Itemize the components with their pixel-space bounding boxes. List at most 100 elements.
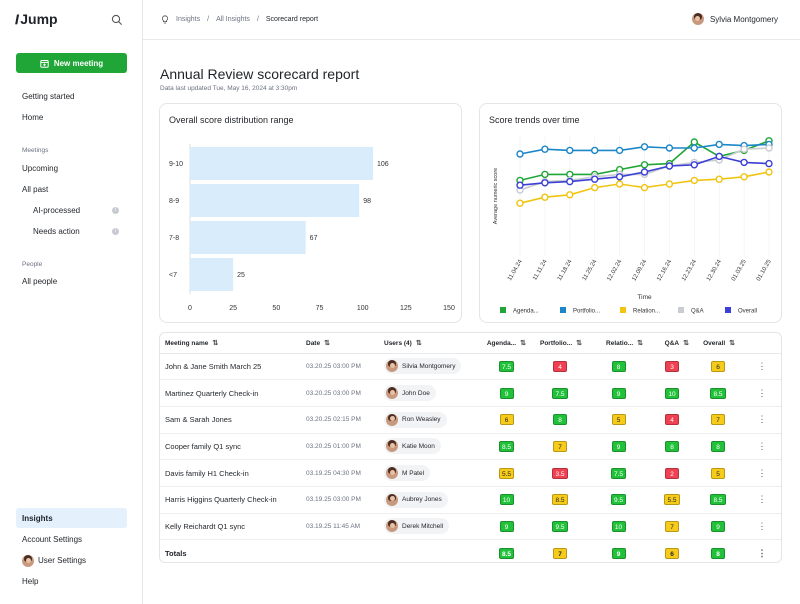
- column-header[interactable]: Q&A ⇅: [649, 333, 695, 354]
- bar-8-9: [190, 184, 360, 217]
- meeting-name[interactable]: Sam & Sarah Jones: [160, 406, 301, 434]
- column-header[interactable]: Relatio... ⇅: [588, 333, 649, 354]
- meeting-date: 03.19.25 04:30 PM: [301, 459, 379, 487]
- data-point: [665, 144, 674, 152]
- meeting-name[interactable]: Martinez Quarterly Check-in: [160, 379, 301, 407]
- score-cell: 10: [481, 486, 532, 514]
- column-header[interactable]: Portfolio... ⇅: [532, 333, 588, 354]
- sort-icon[interactable]: ⇅: [520, 339, 526, 347]
- meeting-name[interactable]: John & Jane Smith March 25: [160, 353, 301, 381]
- score-badge: 6: [665, 547, 679, 559]
- table-row[interactable]: Kelly Reichardt Q1 sync 03.19.25 11:45 AM…: [160, 513, 781, 541]
- score-badge: 2: [665, 467, 679, 479]
- data-point: [640, 168, 649, 176]
- logo[interactable]: // Jump: [15, 11, 58, 27]
- table-row[interactable]: Cooper family Q1 sync 03.20.25 01:00 PM Ka…: [160, 433, 781, 461]
- user-chip[interactable]: Ron Weasley: [384, 411, 447, 428]
- x-tick-label: 50: [272, 305, 280, 312]
- sort-icon[interactable]: ⇅: [637, 339, 643, 347]
- user-chip[interactable]: Derek Mitchell: [384, 518, 450, 535]
- nav-upcoming[interactable]: Upcoming: [22, 164, 59, 173]
- more-options-icon[interactable]: ⋮: [757, 547, 767, 558]
- sort-icon[interactable]: ⇅: [415, 339, 422, 347]
- breadcrumb-insights[interactable]: Insights: [176, 16, 201, 23]
- breadcrumb-current: Scorecard report: [265, 16, 319, 23]
- score-distribution-chart: 9-10 106 8-9 98 7-8 67 <7 25 0 25 50 75 100 125 150: [169, 144, 455, 312]
- breadcrumb-all-insights[interactable]: All Insights: [216, 16, 250, 23]
- score-cell: 9: [695, 513, 741, 541]
- table-row[interactable]: Martinez Quarterly Check-in 03.20.25 03:0…: [160, 379, 781, 407]
- sort-icon[interactable]: ⇅: [576, 339, 582, 347]
- data-point: [615, 180, 624, 188]
- chart-title: Score trends over time: [489, 115, 580, 125]
- user-chip[interactable]: John Doe: [384, 385, 436, 402]
- nav-ai-processed[interactable]: AI-processed: [33, 206, 81, 215]
- more-options-icon[interactable]: ⋮: [741, 353, 781, 381]
- score-cell: 9: [481, 379, 532, 407]
- score-cell: 9: [588, 433, 649, 461]
- sort-icon[interactable]: ⇅: [324, 339, 330, 347]
- nav-insights[interactable]: Insights: [22, 514, 53, 523]
- table-row[interactable]: John & Jane Smith March 25 03.20.25 03:00…: [160, 353, 781, 381]
- user-menu[interactable]: Sylvia Montgomery: [691, 13, 778, 25]
- more-options-icon[interactable]: ⋮: [741, 379, 781, 407]
- data-point: [566, 177, 574, 186]
- score-badge: 6: [711, 360, 725, 372]
- nav-getting-started[interactable]: Getting started: [22, 92, 75, 101]
- data-point: [765, 159, 773, 168]
- meetings-section-label: Meetings: [22, 147, 49, 154]
- user-cell: John Doe: [379, 379, 481, 407]
- meeting-name[interactable]: Davis family H1 Check-in: [160, 459, 301, 487]
- user-chip[interactable]: M Patel: [384, 465, 431, 482]
- column-header[interactable]: Overall ⇅: [695, 333, 741, 354]
- more-options-icon[interactable]: ⋮: [741, 486, 781, 514]
- user-chip[interactable]: Aubrey Jones: [384, 491, 448, 508]
- meeting-name[interactable]: Harris Higgins Quarterly Check-in: [160, 486, 301, 514]
- sort-icon[interactable]: ⇅: [212, 339, 219, 347]
- user-name: Sylvia Montgomery: [709, 14, 778, 24]
- nav-home[interactable]: Home: [22, 113, 44, 122]
- x-tick-label: 25: [229, 305, 237, 312]
- table-row[interactable]: Harris Higgins Quarterly Check-in 03.19.2…: [160, 486, 781, 514]
- user-chip[interactable]: Silvia Montgomery: [384, 358, 462, 375]
- nav-all-past[interactable]: All past: [22, 185, 49, 194]
- column-header[interactable]: Date ⇅: [301, 333, 379, 354]
- bar-<7: [190, 258, 234, 291]
- score-badge: 9.5: [552, 520, 568, 532]
- sort-icon[interactable]: ⇅: [729, 339, 735, 347]
- score-cell: 8.5: [695, 486, 741, 514]
- nav-user-settings[interactable]: User Settings: [38, 556, 87, 565]
- data-point: [690, 138, 699, 146]
- nav-help[interactable]: Help: [22, 577, 39, 586]
- data-point: [715, 140, 723, 149]
- totals-label: Totals: [165, 548, 187, 558]
- table-row[interactable]: Sam & Sarah Jones 03.20.25 02:15 PM Ron We…: [160, 406, 781, 434]
- column-label: Users (4): [384, 339, 412, 347]
- score-cell: 8: [588, 353, 649, 381]
- new-meeting-button[interactable]: New meeting: [16, 53, 127, 73]
- more-options-icon[interactable]: ⋮: [741, 433, 781, 461]
- score-badge: 8.5: [552, 494, 568, 506]
- legend-swatch: [725, 307, 731, 313]
- search-icon[interactable]: [111, 14, 123, 26]
- score-badge: 5.5: [664, 494, 680, 506]
- score-cell: 3.5: [532, 459, 588, 487]
- x-tick-label: 11.11.24: [532, 258, 549, 281]
- meeting-name[interactable]: Cooper family Q1 sync: [160, 433, 301, 461]
- more-options-icon[interactable]: ⋮: [741, 513, 781, 541]
- score-badge: 9: [499, 387, 514, 399]
- table-row[interactable]: Davis family H1 Check-in 03.19.25 04:30 P…: [160, 459, 781, 487]
- nav-all-people[interactable]: All people: [22, 277, 58, 286]
- more-options-icon[interactable]: ⋮: [741, 459, 781, 487]
- sort-icon[interactable]: ⇅: [683, 339, 689, 347]
- user-name: John Doe: [402, 389, 430, 397]
- column-header[interactable]: Meeting name ⇅: [160, 333, 301, 354]
- nav-account-settings[interactable]: Account Settings: [22, 535, 83, 544]
- more-options-icon[interactable]: ⋮: [741, 406, 781, 434]
- user-chip[interactable]: Katie Moon: [384, 438, 441, 455]
- meeting-name[interactable]: Kelly Reichardt Q1 sync: [160, 513, 301, 541]
- avatar: [386, 520, 398, 533]
- nav-needs-action[interactable]: Needs action: [33, 227, 80, 236]
- column-header[interactable]: Agenda... ⇅: [481, 333, 532, 354]
- column-header[interactable]: Users (4) ⇅: [379, 333, 481, 354]
